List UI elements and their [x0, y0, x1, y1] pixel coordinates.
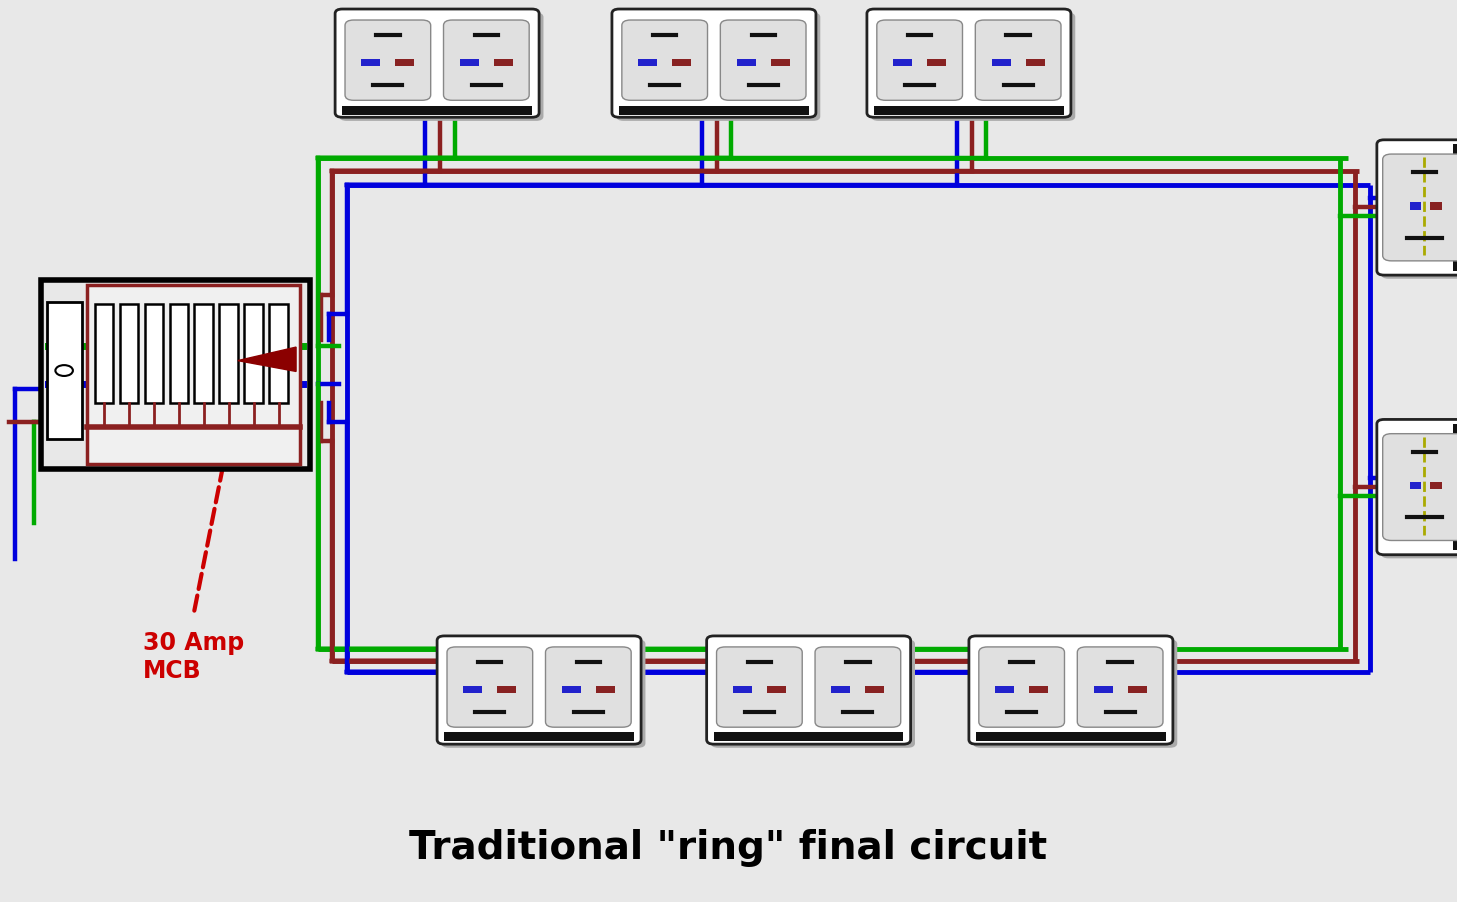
FancyBboxPatch shape — [1381, 143, 1457, 279]
Bar — [992, 60, 1011, 67]
Bar — [220, 304, 237, 402]
Bar — [361, 60, 380, 67]
FancyBboxPatch shape — [867, 9, 1071, 117]
FancyBboxPatch shape — [717, 647, 803, 727]
FancyBboxPatch shape — [443, 20, 529, 100]
Bar — [41, 280, 310, 469]
Bar — [444, 732, 634, 741]
Bar — [497, 686, 516, 694]
Bar — [119, 304, 138, 402]
FancyBboxPatch shape — [969, 636, 1173, 744]
FancyBboxPatch shape — [1381, 423, 1457, 558]
Bar — [1453, 144, 1457, 271]
FancyBboxPatch shape — [707, 636, 911, 744]
Bar — [995, 686, 1014, 694]
Bar — [463, 686, 482, 694]
FancyBboxPatch shape — [345, 20, 431, 100]
FancyBboxPatch shape — [616, 13, 820, 121]
Bar — [874, 106, 1064, 115]
FancyBboxPatch shape — [447, 647, 533, 727]
FancyBboxPatch shape — [871, 13, 1075, 121]
Bar — [976, 732, 1166, 741]
FancyBboxPatch shape — [814, 647, 900, 727]
FancyBboxPatch shape — [877, 20, 963, 100]
Bar — [832, 686, 851, 694]
FancyBboxPatch shape — [622, 20, 708, 100]
FancyBboxPatch shape — [975, 20, 1061, 100]
Bar — [1026, 60, 1045, 67]
Bar — [672, 60, 691, 67]
Bar — [270, 304, 288, 402]
Bar — [1128, 686, 1147, 694]
FancyBboxPatch shape — [339, 13, 543, 121]
FancyBboxPatch shape — [1383, 434, 1457, 540]
FancyBboxPatch shape — [1383, 154, 1457, 261]
Bar — [169, 304, 188, 402]
FancyBboxPatch shape — [545, 647, 631, 727]
Bar — [865, 686, 884, 694]
FancyBboxPatch shape — [1377, 140, 1457, 275]
Bar — [144, 304, 163, 402]
Bar — [1429, 202, 1441, 209]
FancyBboxPatch shape — [612, 9, 816, 117]
FancyBboxPatch shape — [1077, 647, 1163, 727]
Bar — [1429, 482, 1441, 489]
Bar — [1453, 424, 1457, 550]
Bar — [342, 106, 532, 115]
FancyBboxPatch shape — [335, 9, 539, 117]
Bar — [245, 304, 264, 402]
Bar — [1094, 686, 1113, 694]
Bar — [737, 60, 756, 67]
Polygon shape — [237, 347, 296, 372]
FancyBboxPatch shape — [979, 647, 1065, 727]
FancyBboxPatch shape — [1377, 419, 1457, 555]
Bar — [766, 686, 785, 694]
FancyBboxPatch shape — [720, 20, 806, 100]
Bar — [1029, 686, 1048, 694]
Bar — [95, 304, 114, 402]
Bar — [893, 60, 912, 67]
FancyBboxPatch shape — [437, 636, 641, 744]
Bar — [596, 686, 615, 694]
Bar — [1409, 482, 1421, 489]
Bar — [494, 60, 513, 67]
Bar — [638, 60, 657, 67]
FancyBboxPatch shape — [441, 640, 645, 748]
FancyBboxPatch shape — [711, 640, 915, 748]
Bar — [714, 732, 903, 741]
Bar — [460, 60, 479, 67]
Bar — [395, 60, 414, 67]
Bar — [927, 60, 946, 67]
FancyBboxPatch shape — [973, 640, 1177, 748]
Text: 30 Amp
MCB: 30 Amp MCB — [143, 631, 243, 683]
Bar — [733, 686, 752, 694]
Bar — [771, 60, 790, 67]
Bar — [47, 302, 82, 438]
Bar — [194, 304, 213, 402]
Bar — [562, 686, 581, 694]
Text: Traditional "ring" final circuit: Traditional "ring" final circuit — [409, 829, 1048, 867]
Bar — [619, 106, 809, 115]
Bar — [1409, 202, 1421, 209]
Bar — [86, 285, 300, 464]
